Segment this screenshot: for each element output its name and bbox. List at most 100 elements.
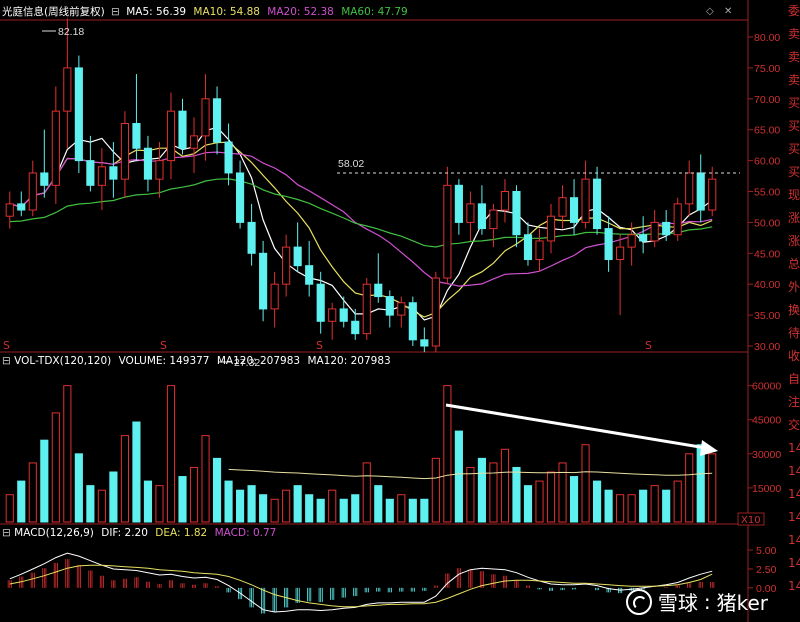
volume-bar[interactable] (155, 485, 164, 523)
volume-bar[interactable] (86, 485, 95, 523)
candle-body[interactable] (616, 246, 625, 260)
volume-bar[interactable] (489, 462, 498, 523)
volume-bar[interactable] (201, 435, 210, 523)
volume-bar[interactable] (443, 385, 452, 523)
volume-bar[interactable] (500, 448, 510, 523)
volume-bar[interactable] (5, 494, 14, 523)
candle-body[interactable] (189, 135, 199, 149)
volume-bar[interactable] (397, 494, 406, 523)
candle-body[interactable] (293, 246, 302, 267)
candle-body[interactable] (535, 240, 544, 260)
candle-body[interactable] (708, 178, 717, 211)
volume-bar[interactable] (662, 489, 671, 523)
candle-body[interactable] (408, 302, 417, 341)
stock-name[interactable]: 光庭信息(周线前复权) (2, 6, 105, 18)
candle-body[interactable] (28, 172, 37, 211)
candle-body[interactable] (569, 197, 579, 223)
candles[interactable] (5, 18, 717, 353)
volume-bar[interactable] (74, 453, 83, 523)
candle-body[interactable] (328, 308, 337, 322)
volume-bar[interactable] (466, 466, 475, 523)
volume-bar[interactable] (189, 466, 199, 523)
macd-title[interactable]: MACD(12,26,9) (14, 527, 94, 539)
candle-body[interactable] (650, 221, 659, 242)
candle-body[interactable] (385, 296, 394, 316)
volume-bar[interactable] (178, 476, 187, 523)
collapse-icon[interactable]: ⊟ (111, 6, 120, 18)
candle-body[interactable] (443, 184, 452, 279)
candle-body[interactable] (97, 166, 106, 186)
candle-body[interactable] (259, 252, 268, 310)
candle-body[interactable] (685, 172, 694, 205)
volume-bar[interactable] (558, 462, 567, 523)
candle-body[interactable] (489, 209, 498, 230)
candle-body[interactable] (17, 203, 26, 211)
volume-bar[interactable] (477, 457, 486, 523)
candle-body[interactable] (247, 221, 256, 254)
volume-bar[interactable] (97, 489, 106, 523)
candle-body[interactable] (305, 265, 314, 285)
candle-body[interactable] (477, 203, 486, 230)
volume-bar[interactable] (247, 485, 256, 523)
candle-body[interactable] (120, 123, 129, 180)
macd-histogram[interactable] (7, 552, 715, 614)
candle-body[interactable] (558, 197, 567, 217)
volume-bar[interactable] (627, 494, 636, 523)
candle-body[interactable] (593, 178, 602, 230)
volume-bar[interactable] (512, 466, 521, 523)
volume-bar[interactable] (696, 444, 705, 523)
volume-bar[interactable] (420, 498, 429, 523)
close-icon[interactable]: ✕ (724, 6, 733, 17)
candle-body[interactable] (270, 283, 279, 310)
candle-body[interactable] (662, 221, 671, 236)
candle-body[interactable] (696, 172, 705, 211)
candle-body[interactable] (374, 283, 383, 298)
volume-bar[interactable] (316, 498, 325, 523)
candle-body[interactable] (339, 308, 348, 322)
volume-bar[interactable] (132, 421, 141, 523)
volume-bar[interactable] (120, 435, 129, 523)
volume-bar[interactable] (17, 480, 26, 523)
volume-bar[interactable] (535, 480, 544, 523)
candle-body[interactable] (63, 67, 72, 112)
volume-bar[interactable] (351, 494, 360, 523)
volume-bar[interactable] (282, 489, 291, 523)
candle-body[interactable] (86, 160, 95, 186)
volume-bar[interactable] (236, 489, 245, 523)
volume-title[interactable]: VOL-TDX(120,120) (14, 355, 112, 367)
candle-body[interactable] (397, 302, 406, 316)
candle-body[interactable] (109, 166, 118, 180)
volume-bar[interactable] (546, 471, 556, 523)
candle-body[interactable] (500, 191, 510, 211)
candle-body[interactable] (512, 191, 521, 236)
candle-body[interactable] (420, 339, 429, 347)
candle-body[interactable] (74, 67, 83, 162)
volume-bar[interactable] (431, 457, 440, 523)
volume-bar[interactable] (408, 498, 417, 523)
candle-body[interactable] (178, 110, 187, 149)
volume-bar[interactable] (604, 489, 613, 523)
volume-bar[interactable] (293, 485, 302, 523)
volume-bar[interactable] (581, 444, 590, 523)
candle-body[interactable] (40, 172, 49, 186)
volume-bar[interactable] (454, 430, 463, 523)
volume-bar[interactable] (259, 494, 268, 523)
candle-body[interactable] (627, 234, 636, 248)
candle-body[interactable] (166, 110, 176, 162)
candle-body[interactable] (604, 228, 613, 260)
candle-body[interactable] (316, 283, 325, 322)
candle-body[interactable] (362, 283, 371, 335)
candle-body[interactable] (51, 110, 60, 186)
volume-bar[interactable] (673, 480, 682, 523)
volume-bar[interactable] (362, 462, 371, 523)
candle-body[interactable] (351, 320, 360, 335)
candle-body[interactable] (673, 203, 682, 236)
candle-body[interactable] (236, 172, 245, 223)
volume-bar[interactable] (270, 498, 279, 523)
volume-bar[interactable] (616, 494, 625, 523)
diamond-icon[interactable]: ◇ (706, 6, 714, 17)
candle-body[interactable] (201, 98, 210, 137)
candle-body[interactable] (546, 215, 556, 242)
volume-bar[interactable] (339, 498, 348, 523)
